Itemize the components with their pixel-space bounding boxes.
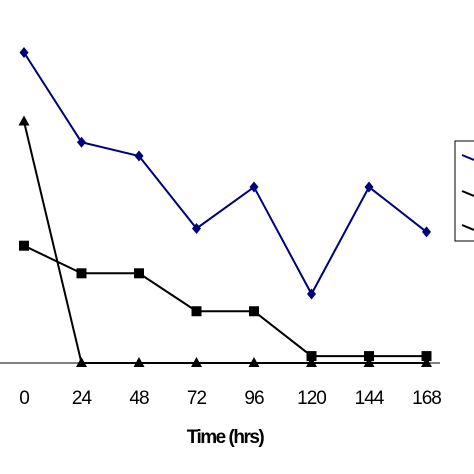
- data-point-square: [364, 351, 374, 362]
- legend-swatch-square: [461, 190, 474, 197]
- data-point-triangle: [306, 357, 317, 367]
- data-point-triangle: [133, 357, 145, 367]
- data-point-square: [306, 351, 317, 362]
- series-layer: [18, 47, 432, 367]
- data-point-diamond: [19, 47, 29, 58]
- data-point-square: [421, 351, 432, 362]
- data-point-triangle: [363, 357, 375, 367]
- data-point-diamond: [192, 222, 201, 234]
- x-axis-title: Time (hrs): [187, 427, 265, 448]
- series-line: [23, 51, 428, 297]
- series-line: [23, 244, 427, 358]
- x-tick-label: 96: [244, 388, 264, 409]
- data-point-diamond: [77, 136, 86, 148]
- data-point-diamond: [134, 150, 144, 162]
- data-point-triangle: [76, 357, 87, 367]
- data-point-triangle: [191, 357, 202, 367]
- data-point-diamond: [307, 288, 316, 300]
- x-tick-label: 72: [187, 388, 207, 409]
- series-diamond: [19, 47, 431, 300]
- data-point-triangle: [421, 357, 432, 367]
- x-tick-label: 48: [129, 388, 149, 409]
- x-tick-label: 120: [297, 388, 326, 409]
- x-tick-label: 0: [19, 388, 29, 409]
- x-tick-label: 144: [355, 388, 385, 409]
- data-point-diamond: [249, 181, 259, 193]
- legend: [454, 140, 474, 242]
- data-point-square: [19, 240, 29, 251]
- data-point-square: [76, 268, 87, 279]
- series-triangle: [18, 115, 432, 367]
- legend-swatch-triangle: [461, 224, 474, 231]
- series-line: [23, 121, 427, 364]
- x-tick-label: 24: [72, 388, 93, 409]
- data-point-square: [191, 306, 202, 317]
- data-point-diamond: [364, 181, 374, 193]
- series-square: [19, 240, 432, 362]
- legend-swatch-diamond: [461, 154, 474, 161]
- data-point-triangle: [18, 115, 30, 126]
- data-point-square: [249, 306, 259, 317]
- x-tick-label: 168: [412, 388, 441, 409]
- data-point-diamond: [422, 226, 431, 238]
- data-point-square: [134, 268, 144, 279]
- data-point-triangle: [248, 357, 260, 367]
- x-axis-ticks: 0 24 48 72 96 120 144 168: [19, 388, 442, 409]
